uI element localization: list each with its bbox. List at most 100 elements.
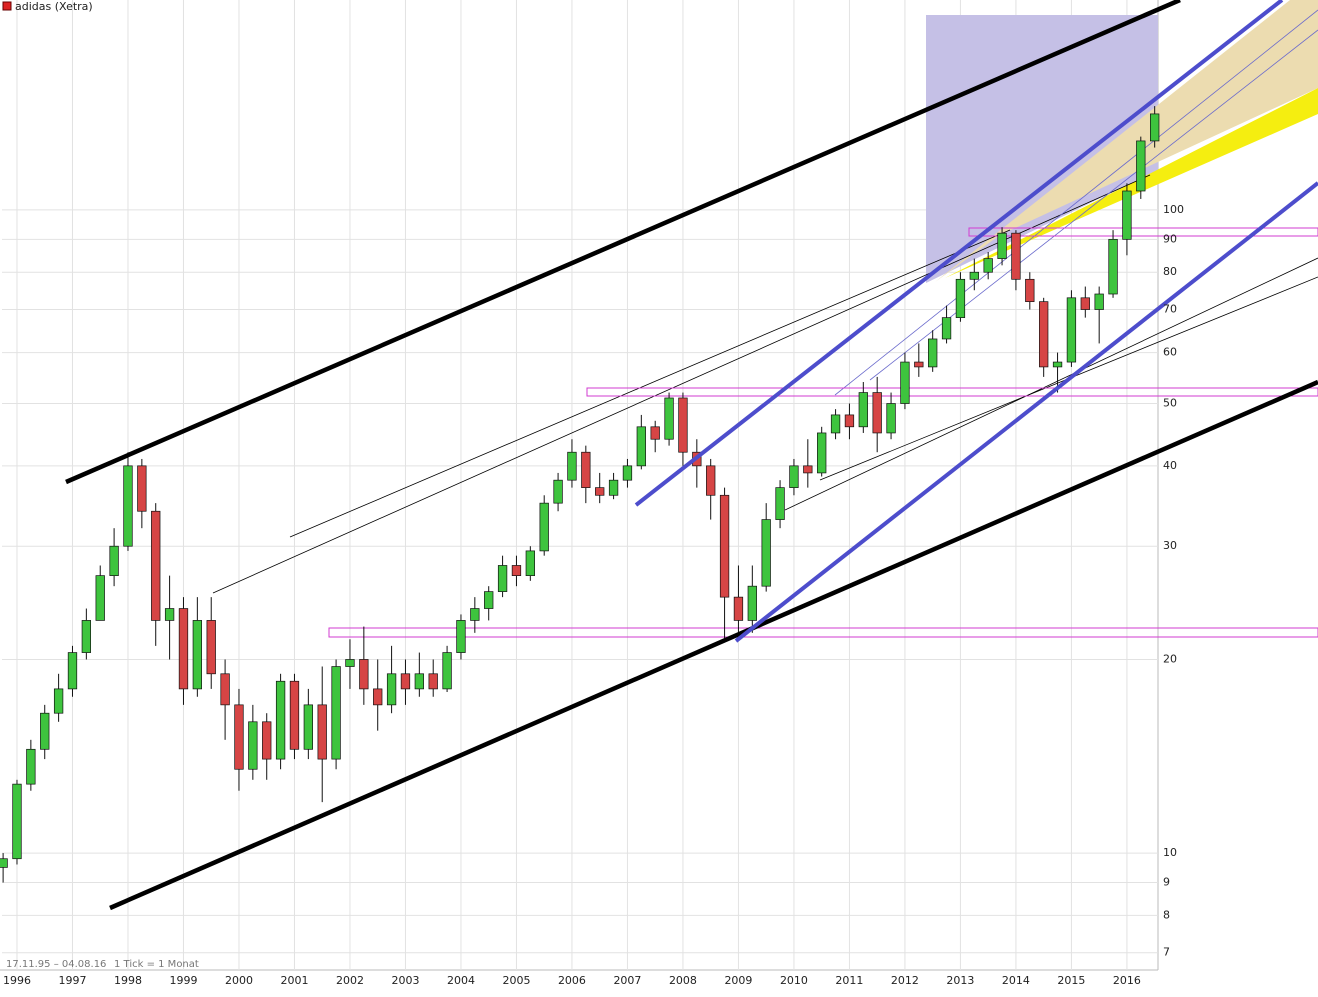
candle-body <box>1136 140 1146 192</box>
candle-body <box>581 451 591 488</box>
candle-body <box>95 575 105 621</box>
channel-lines <box>65 0 1318 911</box>
candle-body <box>192 620 203 690</box>
y-tick-label: 20 <box>1163 652 1177 665</box>
candle-body <box>442 652 452 690</box>
candle-body <box>234 704 244 770</box>
candle-body <box>373 688 383 706</box>
candle-body <box>830 414 841 434</box>
candle-body <box>151 510 161 621</box>
y-tick-label: 60 <box>1163 346 1177 359</box>
y-tick-label: 90 <box>1163 232 1177 245</box>
candle-body <box>761 519 771 587</box>
candle-body <box>109 545 119 576</box>
candle-body <box>53 688 64 714</box>
candle-body <box>900 361 910 404</box>
candle-body <box>275 680 286 760</box>
candle-body <box>1039 301 1049 368</box>
candle-body <box>386 673 397 706</box>
candle-body <box>1150 113 1160 142</box>
candle-body <box>484 591 494 609</box>
x-tick-label: 2015 <box>1057 974 1085 987</box>
candle-body <box>553 479 563 504</box>
resistance-zone <box>586 387 1318 397</box>
candle-body <box>886 403 896 434</box>
candles <box>0 106 1160 883</box>
candle-body <box>636 426 646 467</box>
candle-body <box>456 620 466 653</box>
candle-body <box>747 585 757 621</box>
candle-body <box>539 502 549 552</box>
trend-channel <box>734 181 1318 643</box>
y-tick-label: 8 <box>1163 908 1170 921</box>
candle-body <box>733 596 744 621</box>
x-tick-label: 1999 <box>169 974 197 987</box>
channel-line <box>109 379 1318 911</box>
candle-body <box>497 565 508 592</box>
candle-body <box>817 432 827 474</box>
y-tick-label: 9 <box>1163 876 1170 889</box>
candle-body <box>997 232 1007 259</box>
x-tick-label: 2010 <box>780 974 808 987</box>
candle-body <box>1052 361 1063 368</box>
y-tick-label: 7 <box>1163 946 1170 959</box>
candle-body <box>914 361 924 368</box>
candle-body <box>317 704 327 760</box>
candle-body <box>26 748 36 785</box>
y-tick-label: 10 <box>1163 846 1177 859</box>
x-tick-label: 2012 <box>891 974 919 987</box>
support-zone <box>328 627 1318 638</box>
candle-body <box>303 704 313 750</box>
y-tick-label: 80 <box>1163 265 1177 278</box>
candle-body <box>511 565 522 576</box>
x-tick-label: 2002 <box>336 974 364 987</box>
candle-body <box>289 680 300 750</box>
y-tick-label: 40 <box>1163 459 1177 472</box>
x-tick-label: 2006 <box>558 974 586 987</box>
candle-body <box>400 673 411 690</box>
channel-line <box>65 0 1181 485</box>
interval: 1 Tick = 1 Monat <box>114 959 199 970</box>
x-tick-label: 2003 <box>391 974 419 987</box>
candle-body <box>664 397 674 440</box>
chart-title: adidas (Xetra) <box>15 0 93 13</box>
candle-body <box>858 392 868 428</box>
candle-body <box>428 673 438 690</box>
x-tick-label: 2000 <box>225 974 253 987</box>
x-tick-label: 2007 <box>613 974 641 987</box>
candle-body <box>775 487 785 520</box>
candle-body <box>595 487 605 496</box>
y-tick-label: 30 <box>1163 539 1177 552</box>
candle-body <box>872 392 882 434</box>
candle-body <box>178 608 189 690</box>
candle-body <box>1094 293 1104 310</box>
candle-body <box>0 858 8 868</box>
candle-body <box>331 666 341 760</box>
x-tick-label: 2005 <box>502 974 530 987</box>
trend-line <box>212 174 1151 594</box>
candle-body <box>789 465 799 488</box>
candle-body <box>941 317 952 340</box>
candle-body <box>719 494 730 598</box>
candle-body <box>164 608 175 621</box>
axes: 1996 1997 1998 1999 2000 2001 2002 2003 2004 2005… <box>3 203 1184 987</box>
y-tick-label: 50 <box>1163 397 1177 410</box>
x-tick-label: 2014 <box>1002 974 1030 987</box>
resistance-zone <box>968 227 1318 237</box>
candle-body <box>678 397 688 453</box>
candle-body <box>928 338 938 368</box>
candle-body <box>359 659 369 690</box>
fan-zone <box>935 0 1318 282</box>
x-tick-label: 2011 <box>835 974 863 987</box>
candle-body <box>622 465 633 481</box>
candle-body <box>67 652 78 690</box>
candle-body <box>1080 297 1090 310</box>
shaded-zone <box>926 15 1158 283</box>
x-tick-label: 2001 <box>280 974 308 987</box>
candle-body <box>220 673 230 706</box>
candle-body <box>262 721 272 760</box>
candle-body <box>1108 238 1118 295</box>
candle-body <box>706 465 716 496</box>
candle-body <box>470 608 480 621</box>
candle-body <box>803 465 813 474</box>
